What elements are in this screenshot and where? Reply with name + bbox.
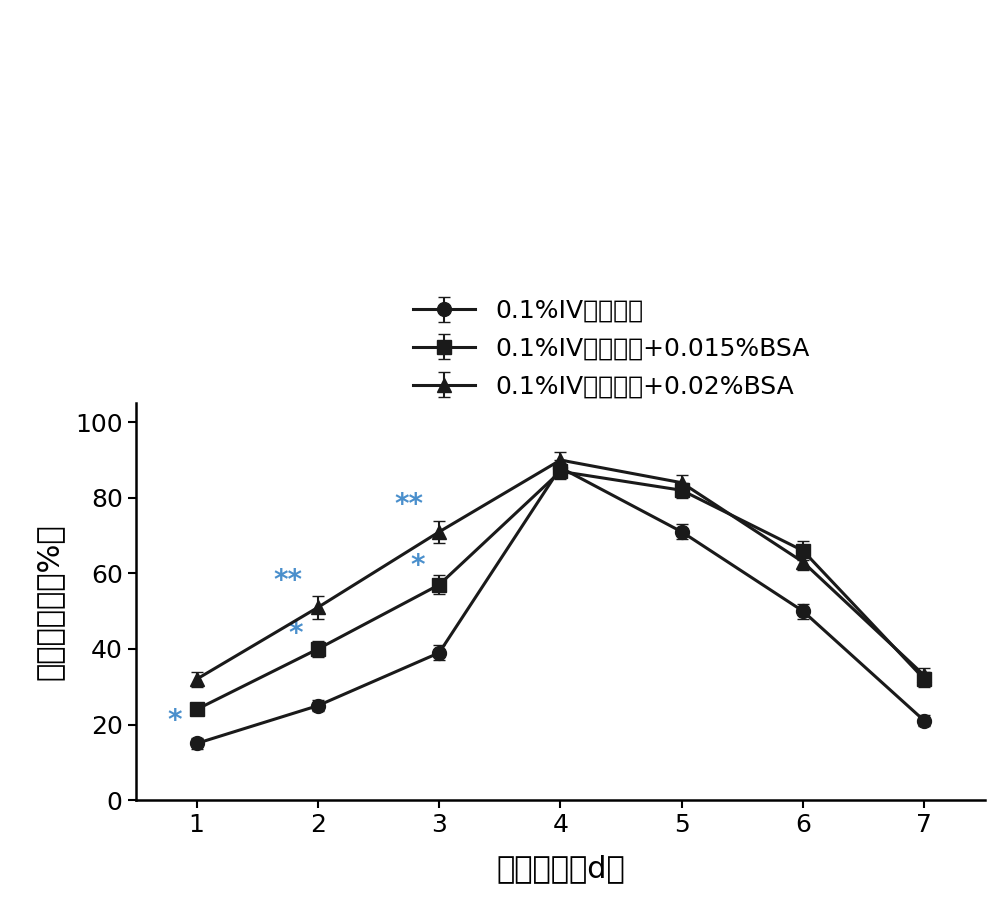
Text: *: * — [289, 620, 303, 647]
Legend: 0.1%IV型胶原酶, 0.1%IV型胶原酶+0.015%BSA, 0.1%IV型胶原酶+0.02%BSA: 0.1%IV型胶原酶, 0.1%IV型胶原酶+0.015%BSA, 0.1%IV… — [403, 289, 820, 409]
Text: *: * — [410, 552, 425, 580]
Text: **: ** — [273, 567, 302, 595]
X-axis label: 培养时间（d）: 培养时间（d） — [496, 854, 625, 883]
Y-axis label: 细胞增殖率（%）: 细胞增殖率（%） — [35, 524, 64, 680]
Text: *: * — [167, 707, 182, 735]
Text: **: ** — [394, 491, 423, 519]
